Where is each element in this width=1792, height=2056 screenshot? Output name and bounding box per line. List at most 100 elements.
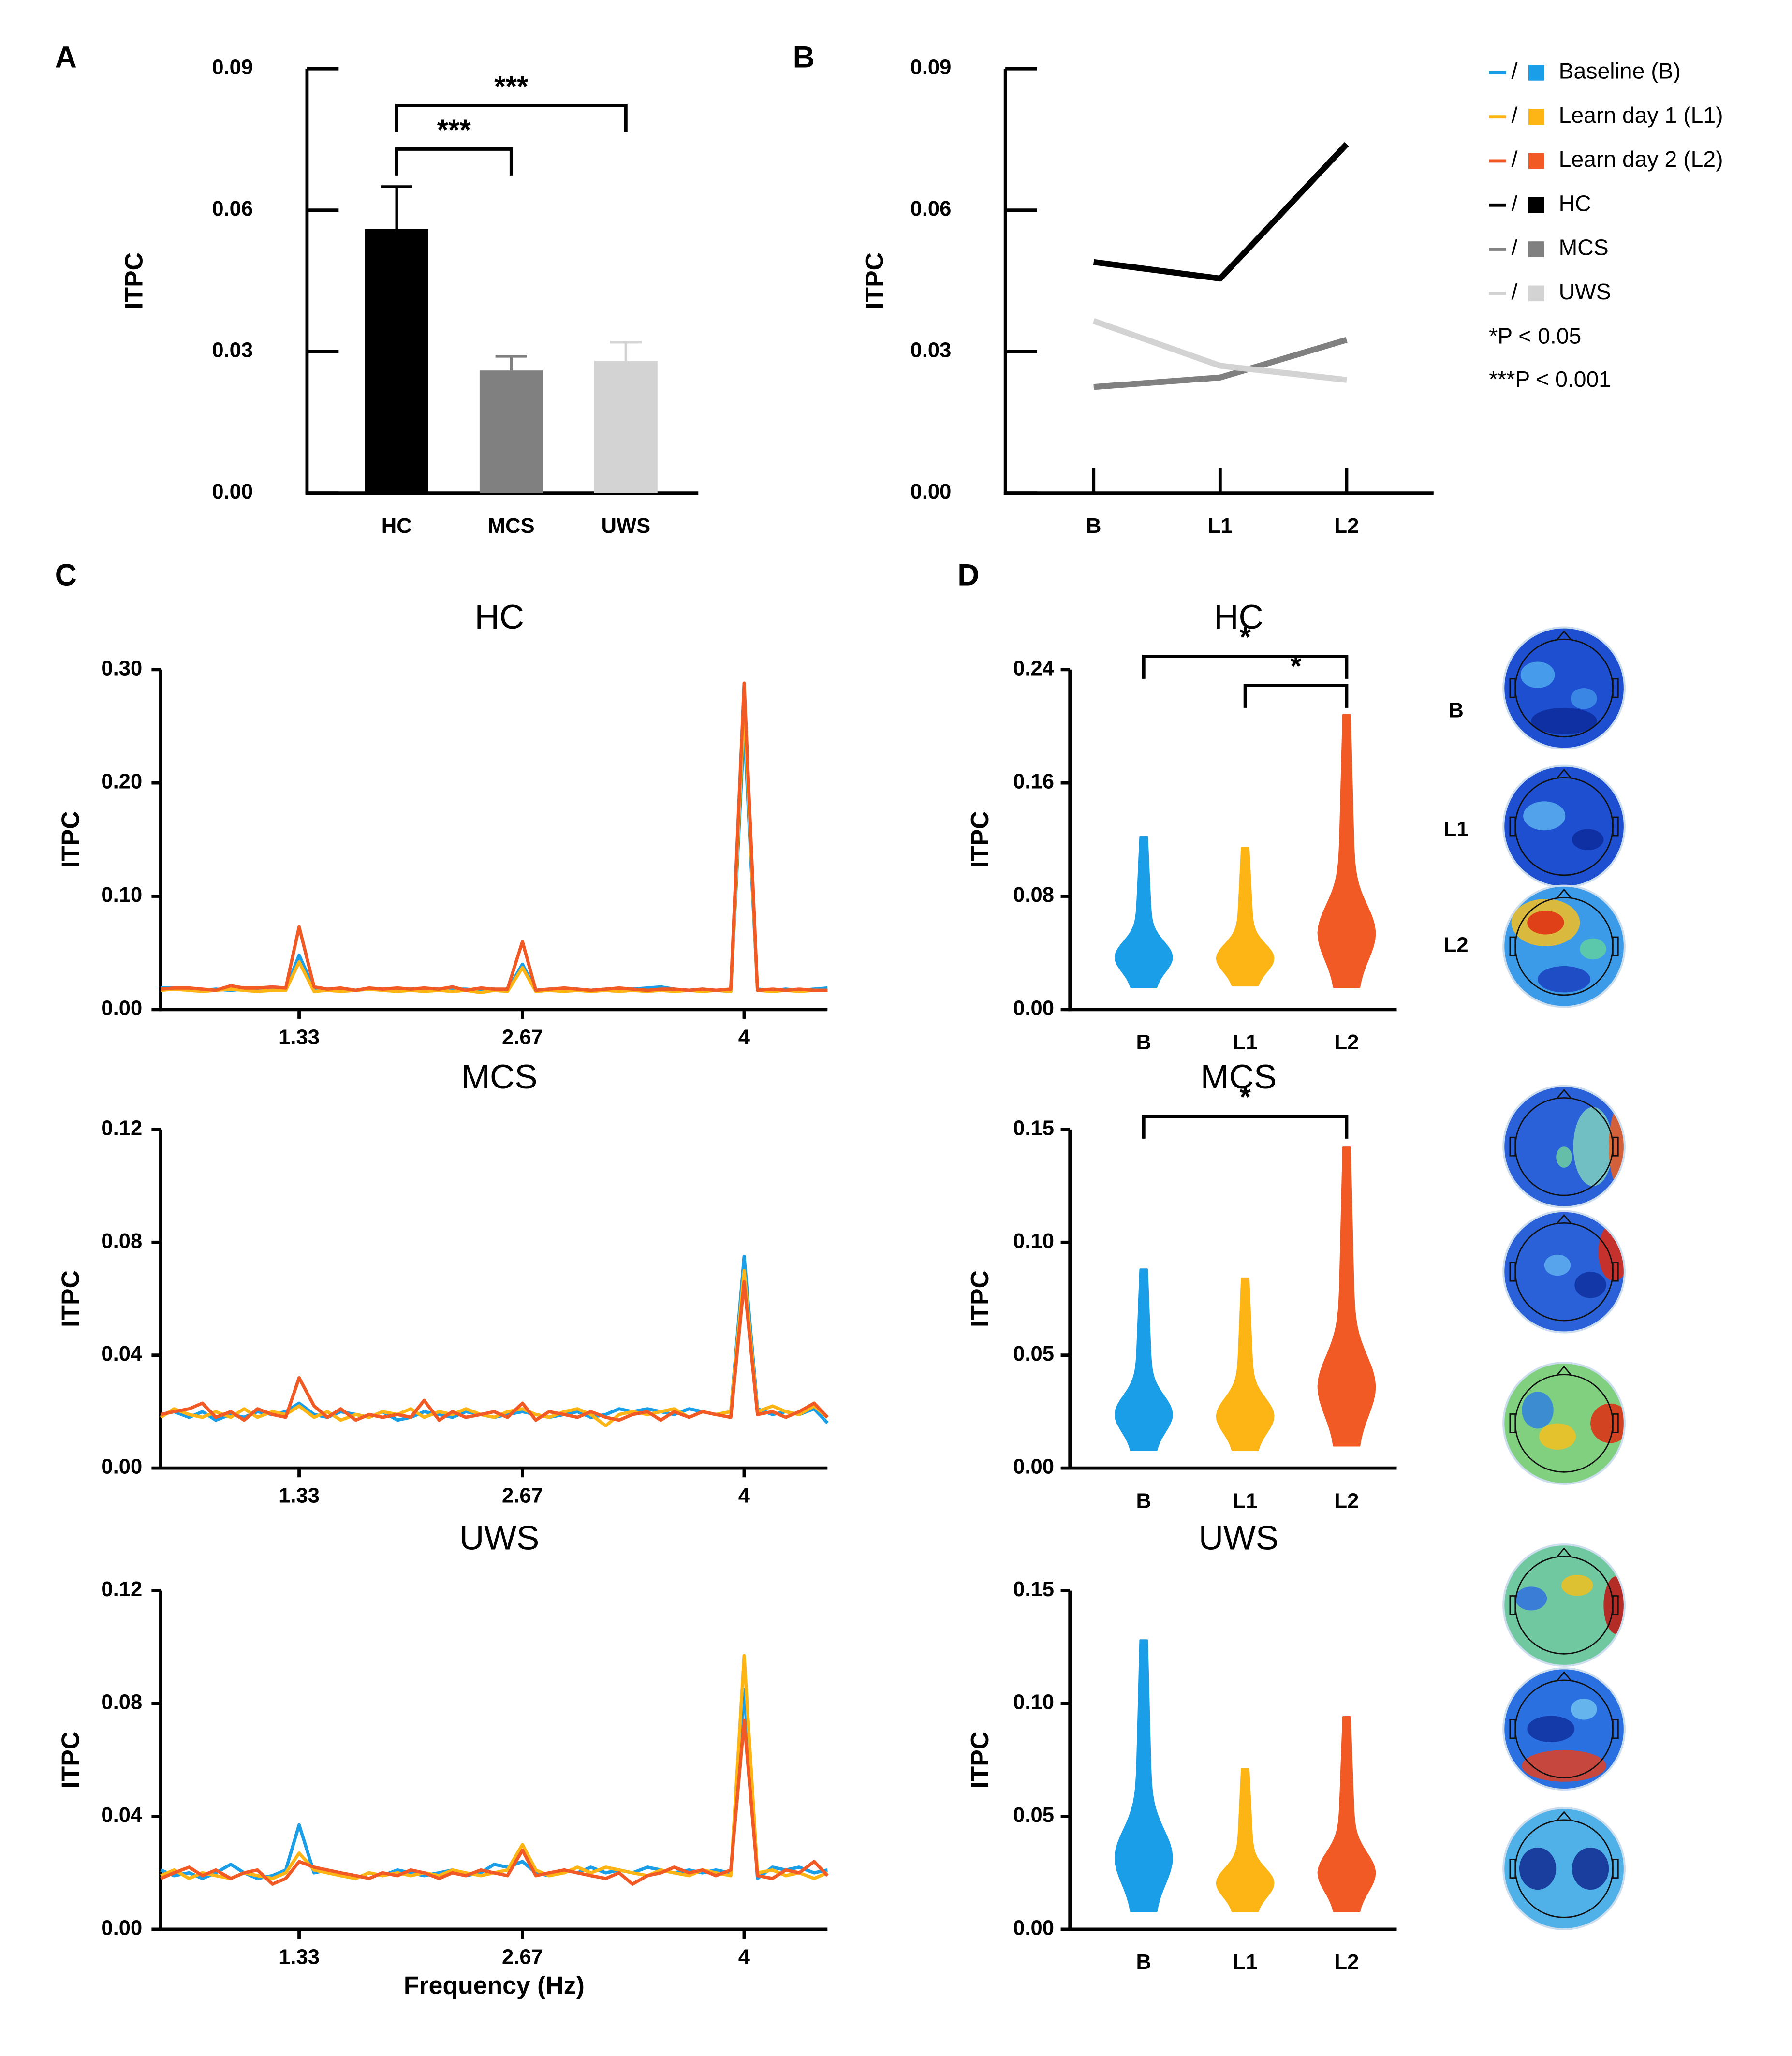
legend-separator: / xyxy=(1512,147,1518,172)
violin xyxy=(1114,836,1173,988)
legend-swatch xyxy=(1528,109,1544,125)
topomap-blob xyxy=(1523,801,1566,831)
ear xyxy=(1612,1595,1619,1615)
legend-separator: / xyxy=(1512,279,1518,304)
topomap xyxy=(1503,1808,1625,1929)
nose xyxy=(1557,1088,1572,1099)
ear xyxy=(1509,936,1516,956)
x-tick-label: B xyxy=(1136,1951,1151,1974)
y-tick-label: 0.09 xyxy=(911,56,952,79)
violin xyxy=(1317,714,1376,988)
topomap-blob xyxy=(1572,829,1604,851)
x-tick-label: L2 xyxy=(1335,514,1359,538)
y-tick-label: 0.10 xyxy=(1013,1230,1054,1253)
topomap xyxy=(1503,1211,1625,1333)
topomap-blob xyxy=(1590,1403,1625,1443)
ear xyxy=(1612,936,1619,956)
ear xyxy=(1612,816,1619,837)
y-tick-label: 0.15 xyxy=(1013,1116,1054,1140)
y-tick-label: 0.00 xyxy=(1013,1455,1054,1479)
y-axis-label: ITPC xyxy=(966,1270,994,1327)
y-axis-label: ITPC xyxy=(966,811,994,868)
violin xyxy=(1216,1277,1275,1451)
legend-label: Learn day 2 (L2) xyxy=(1559,147,1723,172)
y-tick-label: 0.03 xyxy=(212,339,253,362)
topomap-label: B xyxy=(1448,699,1463,722)
y-tick-label: 0.12 xyxy=(101,1578,142,1601)
x-tick-label: L1 xyxy=(1233,1490,1258,1513)
topomap-blob xyxy=(1572,1847,1609,1890)
significance-bracket xyxy=(1243,684,1349,708)
topomap-blob xyxy=(1573,1107,1613,1186)
x-tick-label: B xyxy=(1136,1031,1151,1054)
chart-title: HC xyxy=(1214,598,1263,636)
x-tick-label: L1 xyxy=(1208,514,1233,538)
topomap xyxy=(1503,885,1625,1007)
ear xyxy=(1509,1595,1516,1615)
ear xyxy=(1509,1136,1516,1157)
topomap-blob xyxy=(1539,1423,1576,1450)
chart-title: UWS xyxy=(459,1519,539,1557)
legend-label: UWS xyxy=(1559,279,1611,304)
y-tick-label: 0.16 xyxy=(1013,770,1054,793)
topomap-blob xyxy=(1556,1146,1572,1168)
ear xyxy=(1612,1262,1619,1282)
topomap-label: L2 xyxy=(1444,934,1469,957)
x-tick-label: 2.67 xyxy=(502,1484,543,1508)
line xyxy=(160,1718,829,1886)
legend-label: Baseline (B) xyxy=(1559,59,1681,84)
line xyxy=(160,1269,829,1428)
line xyxy=(161,681,828,992)
y-tick-label: 0.00 xyxy=(1013,1916,1054,1939)
ear xyxy=(1509,1859,1516,1879)
y-tick-label: 0.06 xyxy=(212,197,253,220)
y-tick-label: 0.03 xyxy=(911,339,952,362)
y-tick-label: 0.00 xyxy=(101,1916,142,1939)
chart-title: MCS xyxy=(461,1058,537,1096)
legend-note: *P < 0.05 xyxy=(1489,323,1581,348)
violin xyxy=(1114,1639,1173,1912)
topomap-base xyxy=(1503,765,1625,887)
y-tick-label: 0.06 xyxy=(911,197,952,220)
topomap xyxy=(1503,765,1625,887)
topomap xyxy=(1503,1668,1625,1790)
violin xyxy=(1216,847,1275,987)
y-tick-label: 0.00 xyxy=(212,480,253,503)
legend-separator: / xyxy=(1512,103,1518,128)
legend-note: ***P < 0.001 xyxy=(1489,367,1611,392)
chart-title: HC xyxy=(475,598,524,636)
significance-label: * xyxy=(1239,621,1251,653)
topomap-blob xyxy=(1609,1107,1625,1186)
y-axis-label: ITPC xyxy=(860,252,888,309)
topomap-rim xyxy=(1502,626,1626,750)
ear xyxy=(1612,1719,1619,1739)
significance-bracket xyxy=(395,104,628,132)
significance-bracket xyxy=(395,147,513,176)
topomap-blob xyxy=(1522,1392,1554,1429)
line xyxy=(160,1280,829,1422)
topomap-blob xyxy=(1531,707,1597,734)
legend-swatch xyxy=(1528,197,1544,213)
nose xyxy=(1557,1671,1572,1681)
significance-label: * xyxy=(1239,1081,1251,1113)
chart-title: MCS xyxy=(1201,1058,1277,1096)
x-tick-label: L2 xyxy=(1335,1951,1359,1974)
ear xyxy=(1612,1136,1619,1157)
nose xyxy=(1557,1214,1572,1224)
legend-label: Learn day 1 (L1) xyxy=(1559,103,1723,128)
y-tick-label: 0.04 xyxy=(101,1804,143,1827)
topomap-blob xyxy=(1522,1750,1606,1782)
topomap-rim xyxy=(1502,1807,1626,1930)
line xyxy=(161,724,828,993)
y-tick-label: 0.09 xyxy=(212,56,253,79)
x-tick-label: 2.67 xyxy=(502,1026,543,1049)
topomap-base xyxy=(1503,1544,1625,1666)
x-tick-label: B xyxy=(1086,514,1101,538)
nose xyxy=(1557,768,1572,778)
topomap-blob xyxy=(1515,1586,1547,1611)
topomap-rim xyxy=(1502,1543,1626,1667)
ear xyxy=(1509,678,1516,698)
legend-swatch xyxy=(1528,285,1544,302)
significance-bracket xyxy=(1142,655,1349,679)
panel-label: C xyxy=(55,558,77,592)
